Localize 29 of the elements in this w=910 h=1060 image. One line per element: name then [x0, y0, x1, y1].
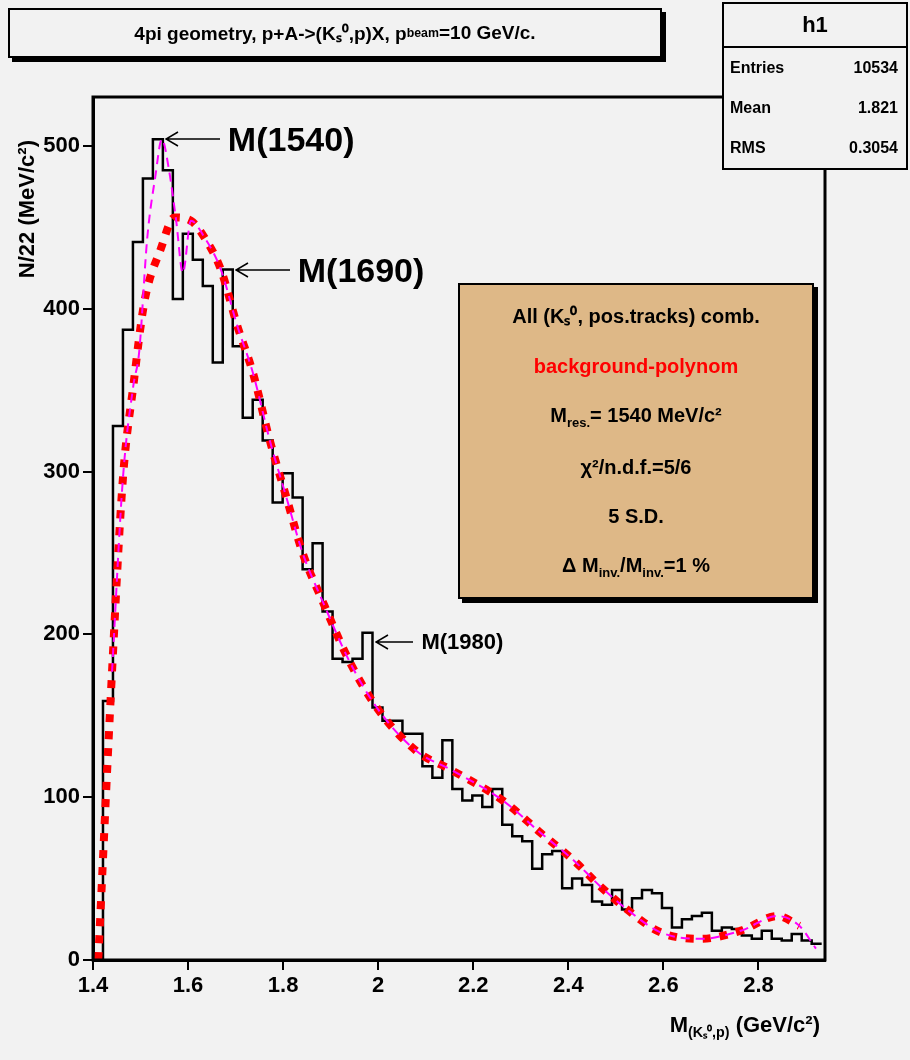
y-tick-label: 300 — [43, 457, 80, 483]
x-tick-label: 2.6 — [648, 972, 679, 998]
y-tick-label: 0 — [67, 946, 80, 972]
x-tick-label: 1.6 — [172, 972, 204, 998]
y-tick-label: 500 — [43, 131, 80, 157]
x-tick-label: 1.4 — [77, 972, 110, 998]
text: Mean 1.821 — [730, 99, 898, 116]
annotation: M(1540) — [227, 119, 355, 159]
text: h1 — [724, 4, 906, 48]
annotation: All (Kₛ⁰, pos.tracks) comb. — [511, 304, 761, 329]
y-tick-label: 400 — [43, 294, 80, 320]
x-tick-label: 2.2 — [457, 972, 489, 998]
text: RMS 0.3054 — [730, 139, 898, 156]
x-tick-label: 2.8 — [743, 972, 774, 998]
annotation: M$_{res.}$= 1540 MeV/c² — [549, 404, 723, 430]
annotation: χ²/n.d.f.=5/6 — [579, 456, 693, 479]
y-tick-label: 100 — [43, 783, 80, 809]
text: background-polynom — [532, 355, 740, 378]
annotation: M(1980) — [421, 629, 504, 656]
text: Entries 10534 — [730, 59, 898, 76]
annotation: 5 S.D. — [607, 505, 665, 528]
annotation: Δ M$_{inv.}$/M$_{inv.}$=1 % — [561, 554, 711, 580]
x-axis-title: M$_{(Kₛ⁰,p)}$ (GeV/c²) — [669, 1012, 820, 1042]
x-tick-label: 2.4 — [553, 972, 585, 998]
annotation: M(1690) — [297, 250, 425, 290]
x-tick-label: 1.8 — [267, 972, 299, 998]
x-tick-label: 2 — [372, 972, 385, 998]
y-axis-title: N/22 (MeV/c²) — [14, 140, 40, 279]
y-tick-label: 200 — [43, 620, 80, 646]
